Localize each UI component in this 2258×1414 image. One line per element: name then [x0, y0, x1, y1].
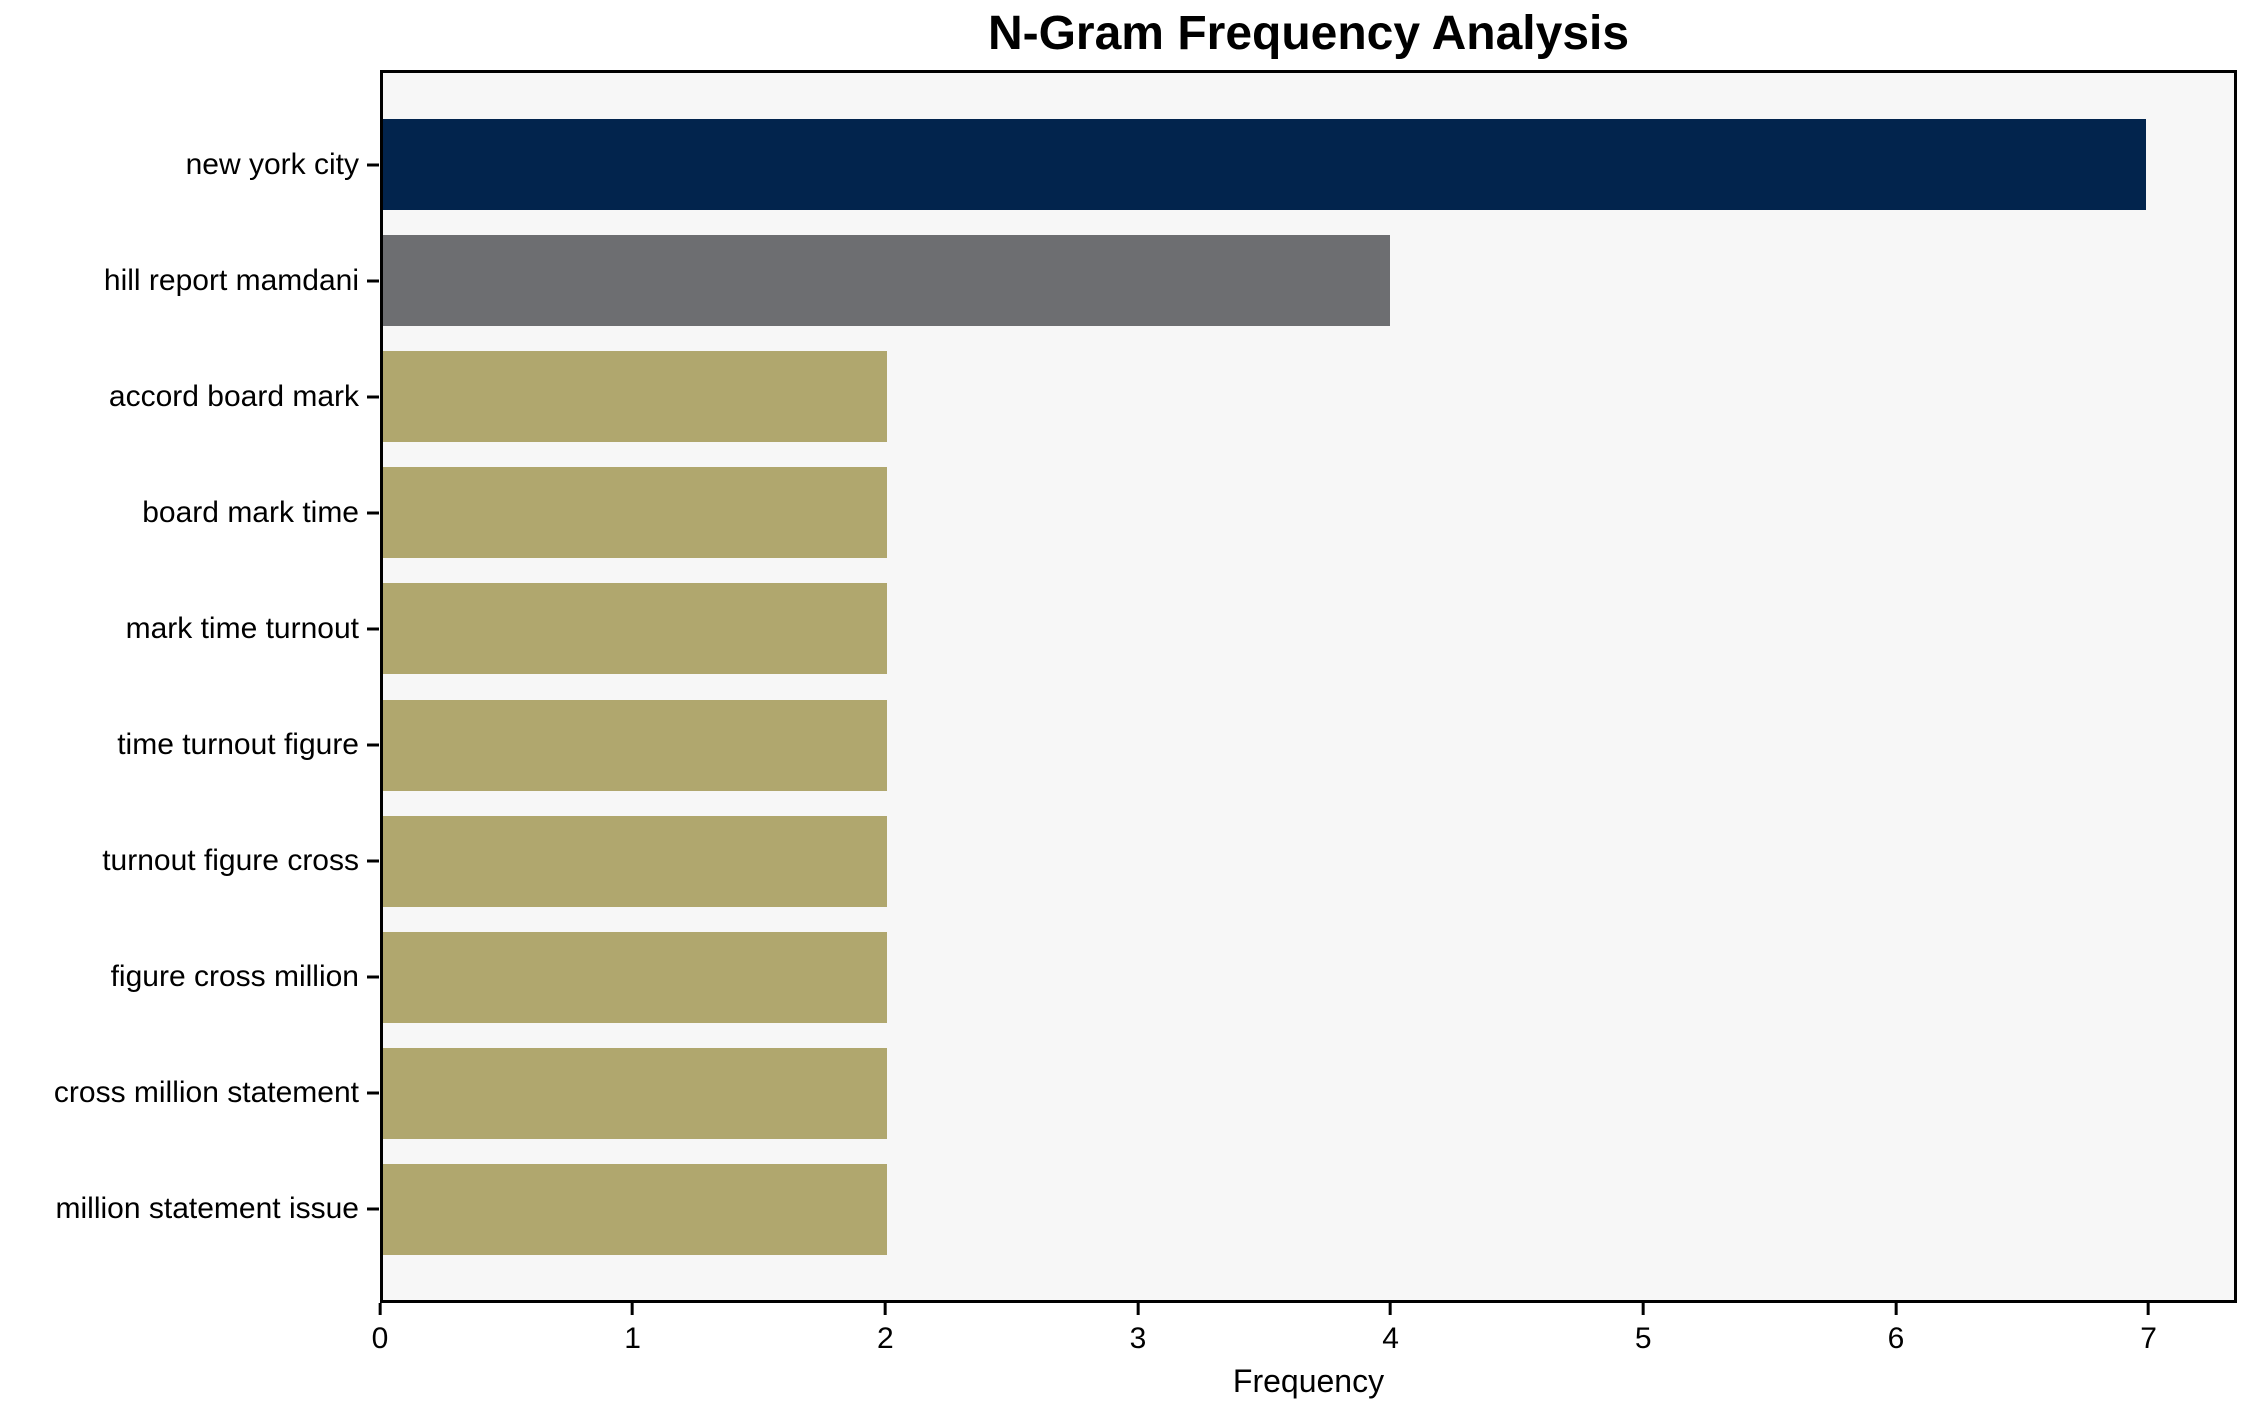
- x-tick: 5: [1635, 1303, 1652, 1356]
- y-tick-mark: [367, 1207, 379, 1211]
- bar-row: board mark time: [142, 467, 2234, 559]
- bar-row: cross million statement: [54, 1047, 2234, 1139]
- x-tick: 4: [1382, 1303, 1399, 1356]
- bar: [383, 351, 887, 443]
- bar-row: time turnout figure: [117, 699, 2234, 791]
- bar: [383, 699, 887, 791]
- bar: [383, 235, 1391, 327]
- x-tick-label: 3: [1129, 1322, 1147, 1355]
- bar: [383, 1163, 887, 1255]
- bar-row: new york city: [186, 119, 2234, 210]
- bar: [383, 815, 887, 907]
- y-tick-mark: [367, 743, 379, 747]
- bar: [383, 467, 887, 559]
- x-tick-mark: [883, 1303, 887, 1315]
- y-tick-mark: [367, 395, 379, 399]
- x-axis-label: Frequency: [1232, 1363, 1385, 1399]
- x-tick-mark: [2147, 1303, 2151, 1315]
- bars-container: new york city hill report mamdani accord b…: [54, 73, 2234, 1300]
- x-tick: 2: [877, 1303, 894, 1356]
- x-tick-mark: [631, 1303, 635, 1315]
- bar-row: mark time turnout: [126, 583, 2234, 675]
- bar-row: accord board mark: [109, 351, 2234, 443]
- x-tick: 1: [624, 1303, 641, 1356]
- category-label: figure cross million: [110, 960, 359, 994]
- category-label: hill report mamdani: [103, 263, 359, 297]
- x-tick-mark: [1136, 1303, 1140, 1315]
- x-tick-label: 1: [624, 1322, 641, 1355]
- x-tick: 6: [1887, 1303, 1905, 1356]
- category-label: accord board mark: [108, 379, 359, 413]
- y-tick-mark: [367, 511, 379, 515]
- category-label: board mark time: [142, 495, 359, 529]
- x-tick-label: 6: [1887, 1322, 1905, 1355]
- y-tick-mark: [367, 627, 379, 631]
- x-tick-label: 5: [1634, 1322, 1652, 1355]
- chart-title: N-Gram Frequency Analysis: [987, 7, 1630, 60]
- bar-row: turnout figure cross: [102, 815, 2234, 907]
- x-tick: 3: [1129, 1303, 1147, 1356]
- bar: [383, 1047, 887, 1139]
- x-tick: 0: [371, 1303, 389, 1356]
- x-tick-mark: [1894, 1303, 1898, 1315]
- bar-row: figure cross million: [111, 931, 2234, 1023]
- x-tick-mark: [378, 1303, 382, 1315]
- category-label: cross million statement: [53, 1076, 359, 1110]
- category-label: new york city: [185, 147, 359, 181]
- x-tick: 7: [2140, 1303, 2157, 1356]
- x-tick-mark: [1389, 1303, 1393, 1315]
- x-axis: 0 1 2 3 4 5 6 7: [372, 1303, 2237, 1373]
- bar: [383, 583, 887, 675]
- category-label: time turnout figure: [117, 728, 359, 762]
- bar-row: hill report mamdani: [104, 235, 2234, 327]
- x-tick-mark: [1641, 1303, 1645, 1315]
- y-tick-mark: [367, 859, 379, 863]
- x-tick-label: 0: [371, 1322, 389, 1355]
- category-label: mark time turnout: [125, 611, 359, 645]
- bar-row: million statement issue: [56, 1163, 2234, 1255]
- plot-area: new york city hill report mamdani accord b…: [54, 70, 2237, 1303]
- bar: [383, 931, 887, 1023]
- category-label: turnout figure cross: [102, 844, 359, 878]
- x-tick-label: 7: [2140, 1322, 2157, 1355]
- category-label: million statement issue: [55, 1192, 359, 1226]
- y-tick-mark: [367, 163, 379, 166]
- y-tick-mark: [367, 975, 379, 979]
- x-tick-label: 4: [1382, 1322, 1399, 1355]
- y-tick-mark: [367, 279, 379, 283]
- x-tick-label: 2: [876, 1322, 894, 1355]
- bar: [383, 119, 2146, 210]
- y-tick-mark: [367, 1091, 379, 1095]
